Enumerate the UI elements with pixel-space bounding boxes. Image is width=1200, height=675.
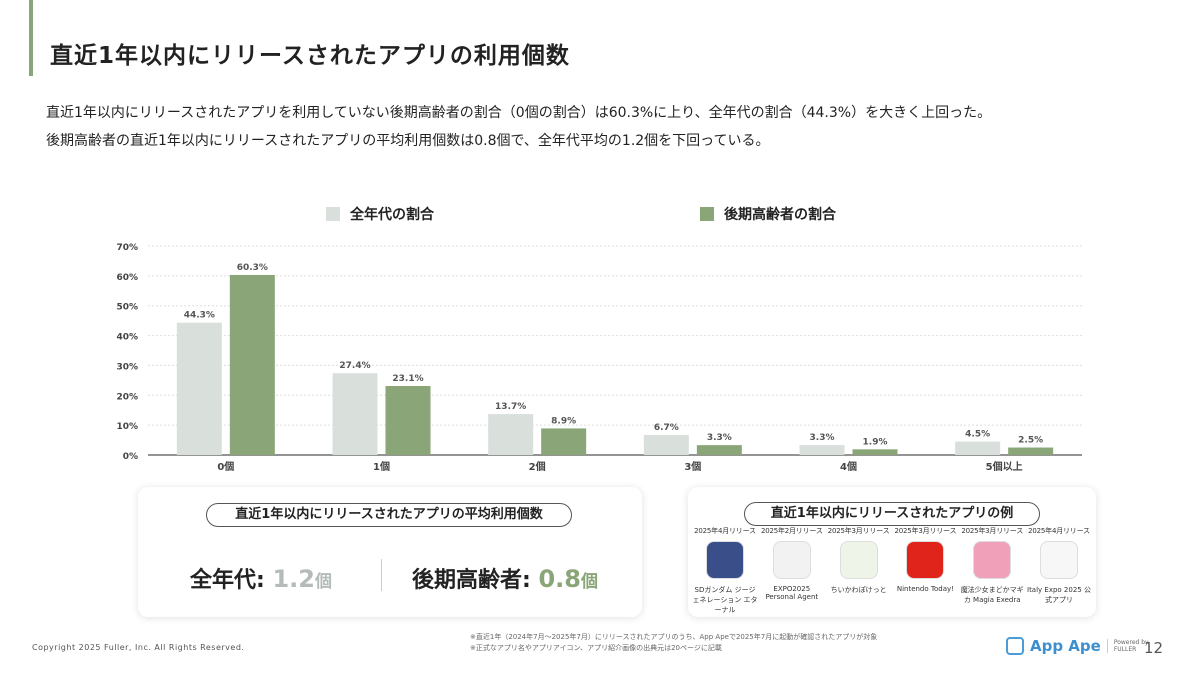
apps-card-title: 直近1年以内にリリースされたアプリの例: [744, 502, 1040, 526]
data-label: 13.7%: [495, 402, 526, 412]
data-label: 44.3%: [184, 311, 215, 321]
y-tick-label: 60%: [116, 273, 138, 283]
app-ape-icon: [1006, 637, 1024, 655]
legend-item-all: 全年代の割合: [326, 204, 434, 224]
bar-all: [488, 414, 534, 455]
description: 直近1年以内にリリースされたアプリを利用していない後期高齢者の割合（0個の割合）…: [46, 99, 991, 155]
app-name: 魔法少女まどかマギカ Magia Exedra: [960, 586, 1024, 604]
app-item: 2025年4月リリース Italy Expo 2025 公式アプリ: [1026, 527, 1092, 615]
page-number: 12: [1144, 639, 1164, 657]
title-accent-bar: [29, 0, 33, 76]
footnote: ※正式なアプリ名やアプリアイコン、アプリ紹介画像の出典元は20ページに記載: [470, 644, 722, 652]
legend-swatch: [700, 207, 714, 221]
y-tick-label: 10%: [116, 422, 138, 432]
release-date: 2025年3月リリース: [827, 527, 890, 535]
average-elder: 後期高齢者: 0.8個: [412, 562, 598, 594]
app-name: SDガンダム ジージェネレーション エターナル: [692, 586, 758, 614]
average-card-title: 直近1年以内にリリースされたアプリの平均利用個数: [206, 503, 572, 527]
data-label: 23.1%: [392, 374, 423, 384]
stat-unit: 個: [315, 572, 332, 592]
y-tick-label: 30%: [116, 362, 138, 372]
bar-elder: [229, 274, 275, 455]
x-tick-label: 2個: [529, 460, 546, 473]
bar-elder: [541, 428, 587, 455]
stat-label: 後期高齢者:: [412, 568, 531, 593]
y-tick-label: 40%: [116, 333, 138, 343]
app-icon: [706, 541, 744, 579]
app-list: 2025年4月リリース SDガンダム ジージェネレーション エターナル 2025年2…: [692, 527, 1092, 615]
data-label: 4.5%: [965, 430, 990, 440]
app-item: 2025年3月リリース Nintendo Today!: [892, 527, 958, 615]
app-name: EXPO2025 Personal Agent: [765, 585, 819, 601]
data-label: 2.5%: [1018, 436, 1043, 446]
bar-all: [955, 441, 1001, 455]
data-label: 1.9%: [863, 437, 888, 447]
data-label: 3.3%: [707, 433, 732, 443]
app-item: 2025年2月リリース EXPO2025 Personal Agent: [759, 527, 825, 615]
app-name: ちいかわぽけっと: [830, 586, 887, 594]
stat-value: 0.8: [538, 565, 581, 593]
divider: [381, 559, 382, 591]
app-icon: [973, 541, 1012, 579]
copyright: Copyright 2025 Fuller, Inc. All Rights R…: [32, 643, 245, 652]
description-line: 直近1年以内にリリースされたアプリを利用していない後期高齢者の割合（0個の割合）…: [46, 105, 992, 121]
x-tick-label: 0個: [217, 460, 234, 473]
bar-elder: [385, 386, 431, 455]
legend-swatch: [326, 207, 340, 221]
x-tick-label: 3個: [684, 460, 701, 473]
bar-elder: [852, 449, 898, 455]
app-ape-logo: App Ape Powered by FULLER: [1006, 637, 1157, 655]
average-all: 全年代: 1.2個: [190, 562, 332, 594]
bar-all: [332, 373, 378, 455]
release-date: 2025年4月リリース: [694, 527, 756, 535]
data-label: 3.3%: [810, 433, 835, 443]
release-date: 2025年4月リリース: [1028, 527, 1090, 535]
y-tick-label: 50%: [116, 303, 138, 313]
legend-label: 全年代の割合: [350, 207, 434, 223]
bar-elder: [696, 445, 742, 455]
data-label: 8.9%: [551, 416, 576, 426]
data-label: 60.3%: [237, 263, 268, 273]
release-date: 2025年3月リリース: [894, 527, 957, 535]
stat-value: 1.2: [272, 565, 315, 593]
app-icon: [839, 541, 878, 579]
page-title: 直近1年以内にリリースされたアプリの利用個数: [50, 43, 570, 69]
stat-unit: 個: [581, 572, 598, 592]
app-icon: [772, 541, 811, 579]
data-label: 27.4%: [339, 361, 370, 371]
description-line: 後期高齢者の直近1年以内にリリースされたアプリの平均利用個数は0.8個で、全年代…: [46, 133, 770, 149]
app-name: Nintendo Today!: [896, 585, 954, 593]
x-tick-label: 4個: [840, 460, 857, 473]
logo-text: App Ape: [1030, 637, 1101, 655]
app-icon: [906, 541, 945, 579]
legend-item-elder: 後期高齢者の割合: [700, 204, 836, 224]
bar-all: [643, 434, 689, 455]
footnotes: ※直近1年（2024年7月～2025年7月）にリリースされたアプリのうち、App…: [470, 632, 995, 654]
release-date: 2025年3月リリース: [961, 527, 1024, 535]
stat-label: 全年代:: [190, 568, 265, 593]
bar-all: [799, 445, 845, 455]
y-tick-label: 20%: [116, 392, 138, 402]
data-label: 6.7%: [654, 423, 679, 433]
app-item: 2025年3月リリース ちいかわぽけっと: [826, 527, 892, 615]
bar-all: [176, 322, 222, 455]
powered-by: Powered by FULLER: [1106, 639, 1157, 653]
app-item: 2025年4月リリース SDガンダム ジージェネレーション エターナル: [692, 527, 758, 615]
x-tick-label: 5個以上: [986, 460, 1023, 473]
legend-label: 後期高齢者の割合: [724, 207, 836, 223]
app-name: Italy Expo 2025 公式アプリ: [1027, 586, 1091, 604]
x-tick-label: 1個: [373, 460, 390, 473]
app-item: 2025年3月リリース魔法少女まどかマギカ Magia Exedra: [959, 527, 1025, 615]
bar-chart: 0% 10% 20% 30% 40% 50% 60% 70% 0個 44.3% 60.3% 1個 27.…: [116, 243, 1082, 473]
bar-elder: [1008, 447, 1054, 455]
app-icon: [1039, 541, 1078, 579]
y-tick-label: 70%: [116, 243, 138, 253]
release-date: 2025年2月リリース: [760, 527, 823, 535]
y-tick-label: 0%: [123, 452, 138, 462]
footnote: ※直近1年（2024年7月～2025年7月）にリリースされたアプリのうち、App…: [470, 633, 878, 641]
